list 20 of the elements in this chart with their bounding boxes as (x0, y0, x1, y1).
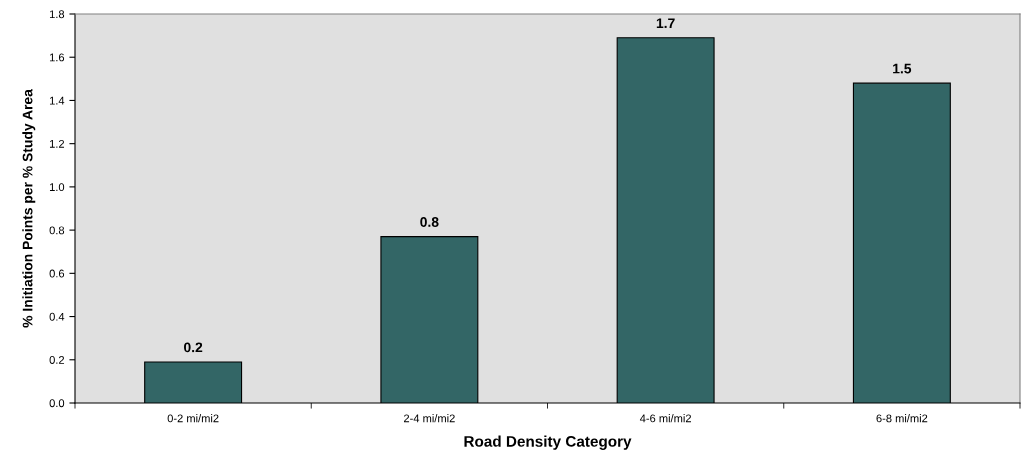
data-label: 0.8 (420, 217, 439, 227)
y-tick-label: 1.8 (49, 10, 65, 19)
data-label: 0.2 (184, 342, 203, 353)
x-axis-title: Road Density Category (464, 435, 632, 450)
y-axis-title: % Initiation Points per % Study Area (22, 89, 36, 328)
y-tick-label: 0.4 (49, 312, 65, 321)
y-tick-label: 1.0 (49, 183, 65, 192)
x-tick-label: 6-8 mi/mi2 (876, 414, 928, 423)
y-tick-label: 0.2 (49, 356, 65, 364)
x-tick-label: 2-4 mi/mi2 (404, 414, 455, 423)
y-tick-label: 1.2 (49, 139, 65, 148)
y-tick-label: 0.8 (49, 226, 65, 235)
y-tick-label: 0.0 (49, 399, 65, 408)
data-label: 1.7 (656, 18, 675, 28)
y-tick-label: 0.6 (49, 269, 65, 278)
x-tick-label: 4-6 mi/mi2 (639, 414, 691, 423)
y-tick-label: 1.4 (49, 96, 65, 105)
y-tick-label: 1.6 (49, 53, 65, 62)
x-tick-label: 0-2 mi/mi2 (167, 414, 219, 423)
data-label: 1.5 (893, 63, 912, 74)
